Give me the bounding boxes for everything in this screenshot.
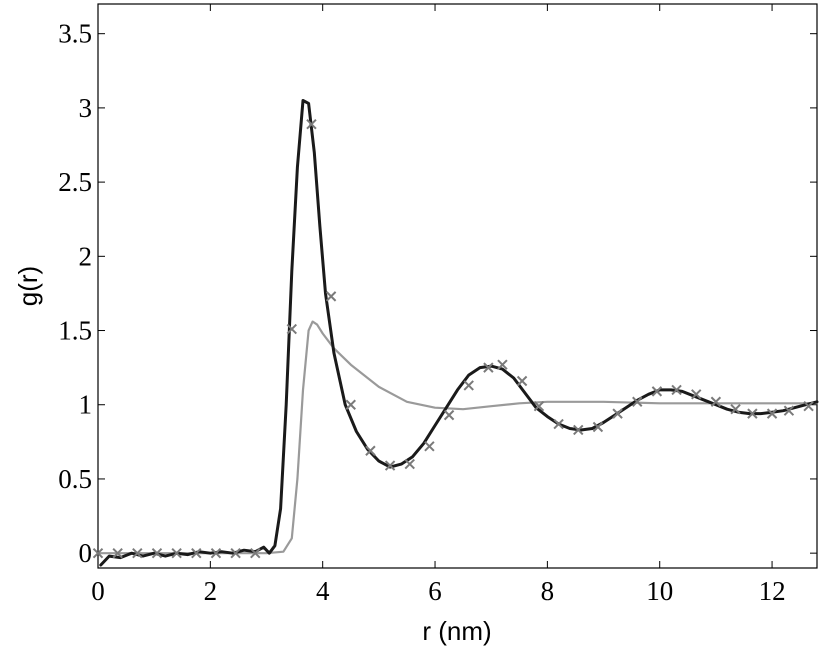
- y-tick-label: 0.5: [58, 464, 92, 494]
- data-point-marker: [286, 323, 298, 335]
- y-axis-title: g(r): [13, 266, 43, 306]
- data-point-marker: [365, 445, 376, 456]
- y-tick-label: 2.5: [58, 167, 92, 197]
- x-tick-label: 10: [646, 576, 673, 606]
- data-point-marker: [553, 418, 564, 430]
- axis-ticks: 0 2 4 6 8 10 12 0 0.5 1 1.5 2 2.5 3 3.5: [58, 4, 817, 606]
- y-tick-label: 1.5: [58, 316, 92, 346]
- x-tick-label: 8: [541, 576, 555, 606]
- data-point-marker: [463, 380, 474, 391]
- y-tick-label: 3.5: [58, 19, 92, 49]
- series-layer: [92, 99, 819, 567]
- data-point-marker: [533, 401, 545, 412]
- data-point-marker: [612, 408, 623, 419]
- x-tick-label: 6: [428, 576, 442, 606]
- data-point-marker: [210, 547, 222, 559]
- data-point-marker: [424, 441, 435, 452]
- data-point-marker: [306, 119, 317, 130]
- series-0-line: [99, 99, 819, 567]
- data-point-marker: [691, 389, 702, 400]
- data-point-marker: [151, 547, 163, 559]
- data-point-marker: [783, 405, 795, 416]
- x-tick-label: 4: [316, 576, 330, 606]
- data-point-marker: [747, 408, 758, 419]
- data-point-marker: [730, 403, 741, 415]
- plot-frame: [97, 3, 818, 569]
- x-tick-label: 0: [91, 576, 105, 606]
- y-tick-label: 0: [79, 538, 93, 568]
- data-point-marker: [92, 547, 104, 559]
- data-point-marker: [632, 396, 643, 407]
- data-point-marker: [766, 408, 778, 419]
- data-point-marker: [250, 547, 261, 559]
- x-tick-label: 12: [759, 576, 786, 606]
- data-point-marker: [483, 362, 494, 373]
- data-point-marker: [230, 547, 241, 559]
- y-tick-label: 3: [79, 93, 93, 123]
- x-tick-label: 2: [204, 576, 218, 606]
- series-1-line: [96, 320, 819, 555]
- data-point-marker: [573, 424, 584, 436]
- y-tick-label: 2: [79, 241, 93, 271]
- x-axis-title: r (nm): [422, 616, 491, 646]
- data-point-marker: [651, 386, 663, 397]
- data-point-marker: [497, 359, 508, 370]
- data-point-marker: [112, 547, 123, 559]
- data-point-marker: [384, 460, 396, 471]
- data-point-marker: [671, 384, 682, 396]
- data-point-marker: [345, 399, 356, 410]
- data-point-marker: [592, 421, 604, 433]
- data-point-marker: [516, 375, 528, 387]
- data-point-marker: [132, 547, 143, 559]
- data-point-marker: [803, 401, 814, 412]
- data-point-marker: [171, 547, 182, 559]
- data-point-marker: [710, 396, 722, 407]
- data-point-marker: [325, 291, 337, 302]
- data-point-marker: [404, 458, 415, 470]
- data-point-marker: [191, 547, 202, 559]
- y-tick-label: 1: [79, 390, 93, 420]
- data-point-marker: [443, 409, 455, 421]
